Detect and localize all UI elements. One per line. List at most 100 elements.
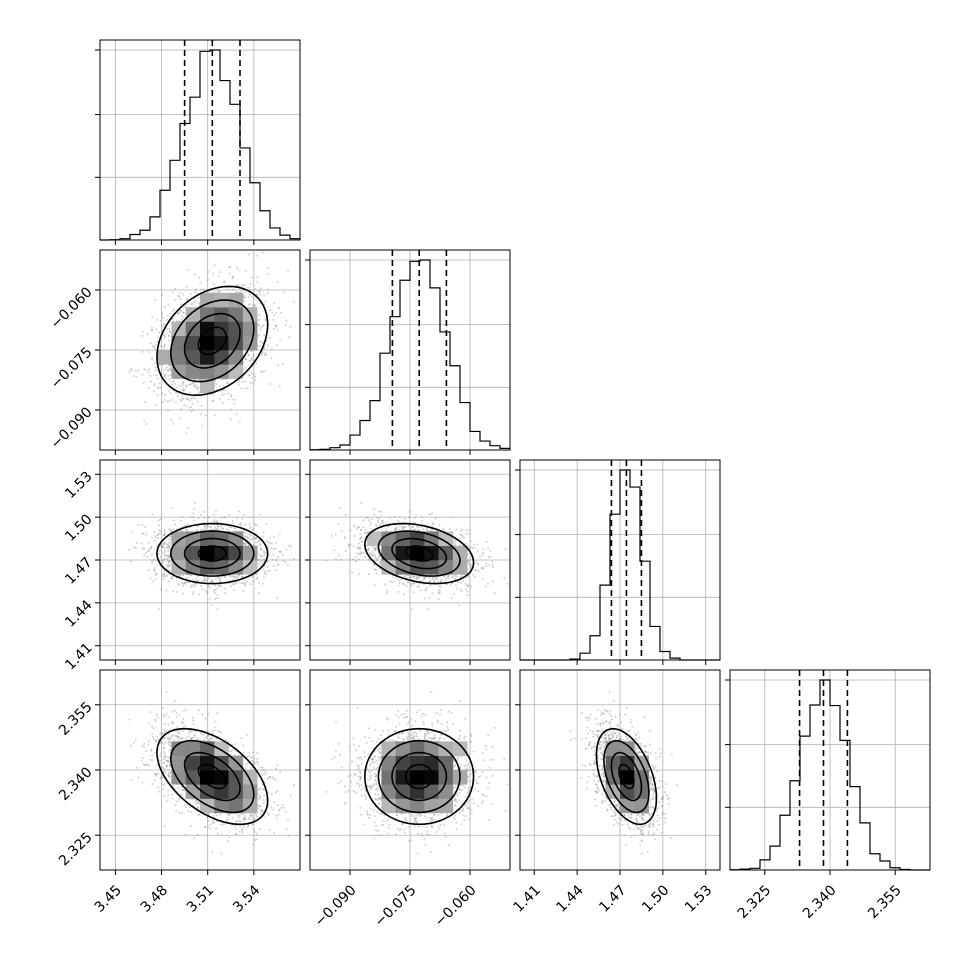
- scatter-point: [236, 576, 239, 579]
- scatter-point: [153, 383, 156, 385]
- scatter-point: [172, 380, 175, 383]
- scatter-point: [344, 550, 347, 552]
- scatter-point: [263, 554, 266, 557]
- scatter-point: [220, 517, 223, 520]
- scatter-point: [168, 400, 171, 402]
- scatter-point: [462, 579, 465, 582]
- scatter-point: [163, 374, 166, 377]
- scatter-point: [439, 592, 441, 595]
- scatter-point: [231, 520, 234, 522]
- scatter-point: [199, 413, 202, 416]
- scatter-point: [190, 574, 193, 577]
- scatter-point: [413, 521, 416, 524]
- scatter-point: [147, 386, 150, 389]
- scatter-point: [149, 577, 152, 580]
- scatter-point: [364, 528, 367, 531]
- scatter-point: [238, 379, 241, 382]
- scatter-point: [471, 547, 474, 550]
- scatter-point: [154, 369, 157, 372]
- scatter-point: [154, 299, 157, 301]
- scatter-point: [194, 502, 197, 505]
- scatter-point: [261, 352, 264, 355]
- scatter-point: [164, 373, 167, 376]
- scatter-point: [226, 288, 229, 291]
- scatter-point: [171, 291, 174, 294]
- scatter-point: [398, 579, 401, 582]
- scatter-point: [185, 432, 188, 435]
- scatter-point: [230, 418, 232, 421]
- scatter-point: [265, 354, 268, 357]
- scatter-point: [470, 540, 473, 543]
- scatter-point: [258, 334, 261, 336]
- scatter-point: [143, 368, 146, 370]
- scatter-point: [251, 350, 253, 353]
- scatter-point: [135, 375, 138, 378]
- scatter-point: [217, 290, 220, 293]
- scatter-point: [213, 291, 216, 294]
- scatter-point: [247, 304, 250, 307]
- scatter-point: [244, 523, 247, 526]
- scatter-point: [268, 383, 271, 385]
- scatter-point: [191, 403, 194, 406]
- scatter-point: [288, 336, 291, 339]
- scatter-point: [164, 549, 167, 552]
- scatter-point: [276, 563, 279, 566]
- scatter-point: [280, 311, 282, 314]
- scatter-point: [254, 288, 257, 291]
- scatter-point: [147, 569, 150, 572]
- scatter-point: [163, 542, 166, 545]
- panel-frame: [99, 39, 301, 241]
- panel-0-0: [95, 39, 301, 245]
- scatter-point: [242, 289, 245, 292]
- scatter-point: [243, 380, 246, 383]
- scatter-point: [186, 297, 189, 300]
- scatter-point: [175, 391, 177, 394]
- scatter-point: [250, 372, 253, 375]
- scatter-point: [175, 591, 178, 593]
- density-bin: [228, 350, 244, 365]
- scatter-point: [256, 576, 259, 579]
- scatter-point: [217, 275, 220, 278]
- scatter-point: [479, 555, 482, 558]
- scatter-point: [168, 559, 170, 562]
- scatter-point: [246, 387, 249, 390]
- scatter-point: [249, 381, 252, 384]
- scatter-point: [429, 580, 432, 583]
- scatter-point: [274, 568, 277, 571]
- scatter-point: [279, 338, 282, 341]
- scatter-point: [233, 589, 236, 592]
- scatter-point: [151, 536, 154, 539]
- scatter-point: [229, 408, 232, 411]
- scatter-point: [355, 555, 358, 558]
- scatter-point: [268, 536, 271, 539]
- scatter-point: [214, 379, 217, 382]
- scatter-point: [185, 405, 188, 407]
- scatter-point: [199, 281, 202, 284]
- scatter-point: [199, 514, 202, 517]
- scatter-point: [393, 516, 396, 518]
- scatter-point: [164, 557, 166, 560]
- scatter-point: [272, 327, 275, 330]
- scatter-point: [159, 319, 162, 322]
- scatter-point: [285, 319, 288, 322]
- scatter-point: [163, 323, 166, 326]
- scatter-point: [247, 286, 250, 289]
- scatter-point: [194, 397, 197, 400]
- scatter-point: [213, 264, 216, 267]
- scatter-point: [259, 306, 262, 309]
- density-bin: [242, 321, 258, 337]
- scatter-point: [228, 266, 230, 269]
- scatter-point: [141, 533, 144, 535]
- scatter-point: [369, 521, 372, 524]
- scatter-point: [165, 575, 168, 578]
- scatter-point: [216, 528, 219, 531]
- scatter-point: [150, 546, 153, 548]
- scatter-point: [213, 591, 216, 594]
- scatter-point: [231, 276, 234, 279]
- scatter-point: [232, 288, 235, 291]
- scatter-point: [189, 410, 192, 413]
- scatter-point: [204, 579, 207, 582]
- scatter-point: [141, 350, 144, 353]
- scatter-point: [188, 399, 191, 402]
- scatter-point: [192, 578, 195, 581]
